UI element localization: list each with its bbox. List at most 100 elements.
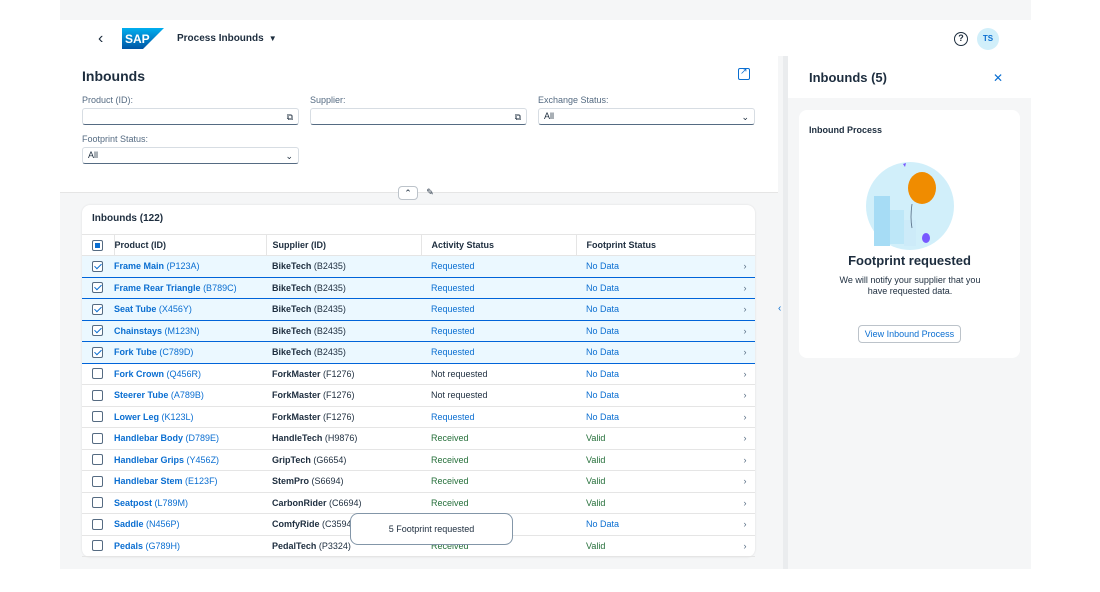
table-row[interactable]: Chainstays (M123N) BikeTech (B2435) Reques… xyxy=(82,320,755,342)
product-cell[interactable]: Lower Leg (K123L) xyxy=(114,406,266,428)
product-cell[interactable]: Fork Crown (Q456R) xyxy=(114,363,266,385)
product-cell[interactable]: Steerer Tube (A789B) xyxy=(114,384,266,407)
row-checkbox[interactable] xyxy=(92,518,103,530)
product-name[interactable]: Handlebar Grips xyxy=(114,454,185,465)
chevron-right-icon[interactable]: › xyxy=(735,492,755,514)
row-checkbox[interactable] xyxy=(92,432,103,444)
product-cell[interactable]: Handlebar Grips (Y456Z) xyxy=(114,449,266,471)
value-help-icon[interactable]: ⧉ xyxy=(286,112,293,122)
chevron-right-icon[interactable]: › xyxy=(735,255,755,278)
product-name[interactable]: Frame Main xyxy=(114,261,165,272)
back-icon[interactable]: ‹ xyxy=(98,30,104,47)
product-cell[interactable]: Frame Rear Triangle (B789C) xyxy=(114,277,266,299)
product-id: (A789B) xyxy=(170,390,204,401)
column-header-product[interactable]: Product (ID) xyxy=(113,234,266,256)
supplier-cell: StemPro (S6694) xyxy=(266,470,421,493)
product-name[interactable]: Chainstays xyxy=(114,325,163,336)
collapse-icon[interactable]: ⌃ xyxy=(398,186,418,200)
row-checkbox[interactable] xyxy=(92,454,103,466)
table-row[interactable]: Fork Tube (C789D) BikeTech (B2435) Request… xyxy=(82,341,755,364)
row-checkbox[interactable] xyxy=(92,303,103,315)
chevron-right-icon[interactable]: › xyxy=(735,406,755,428)
table-row[interactable]: Handlebar Body (D789E) HandleTech (H9876)… xyxy=(82,427,755,450)
row-checkbox[interactable] xyxy=(92,260,103,272)
value-help-icon[interactable]: ⧉ xyxy=(514,112,521,122)
footprint-status: Valid xyxy=(576,492,735,514)
chevron-right-icon[interactable]: › xyxy=(735,449,755,471)
footprint-status-select[interactable]: All ⌄ xyxy=(82,147,299,164)
product-name[interactable]: Seat Tube xyxy=(114,304,157,315)
chevron-right-icon[interactable]: › xyxy=(735,298,755,321)
chevron-right-icon[interactable]: › xyxy=(735,427,755,450)
product-name[interactable]: Handlebar Body xyxy=(114,433,184,444)
product-name[interactable]: Seatpost xyxy=(114,497,153,508)
row-checkbox[interactable] xyxy=(92,346,103,358)
chevron-right-icon[interactable]: › xyxy=(735,363,755,385)
product-cell[interactable]: Frame Main (P123A) xyxy=(114,255,266,278)
select-all-checkbox[interactable] xyxy=(92,239,103,251)
table-row[interactable]: Seat Tube (X456Y) BikeTech (B2435) Request… xyxy=(82,298,755,321)
table-row[interactable]: Lower Leg (K123L) ForkMaster (F1276) Reque… xyxy=(82,406,755,428)
supplier-cell: ForkMaster (F1276) xyxy=(266,406,421,428)
product-cell[interactable]: Seatpost (L789M) xyxy=(114,492,266,514)
close-icon[interactable]: ✕ xyxy=(993,71,1004,85)
product-cell[interactable]: Saddle (N456P) xyxy=(114,513,266,536)
activity-status: Not requested xyxy=(421,384,576,407)
chevron-right-icon[interactable]: › xyxy=(735,320,755,342)
view-inbound-process-button[interactable]: View Inbound Process xyxy=(858,325,961,343)
row-checkbox[interactable] xyxy=(92,475,103,487)
column-header-footprint[interactable]: Footprint Status xyxy=(575,234,755,256)
chevron-right-icon[interactable]: › xyxy=(735,341,755,364)
table-row[interactable]: Handlebar Stem (E123F) StemPro (S6694) Rec… xyxy=(82,470,755,493)
product-cell[interactable]: Chainstays (M123N) xyxy=(114,320,266,342)
product-name[interactable]: Saddle xyxy=(114,519,144,530)
exchange-status-select[interactable]: All ⌄ xyxy=(538,108,755,125)
product-cell[interactable]: Pedals (G789H) xyxy=(114,535,266,557)
row-checkbox[interactable] xyxy=(92,411,103,423)
product-name[interactable]: Steerer Tube xyxy=(114,390,169,401)
help-icon[interactable]: ? xyxy=(954,32,968,46)
product-cell[interactable]: Seat Tube (X456Y) xyxy=(114,298,266,321)
table-row[interactable]: Frame Rear Triangle (B789C) BikeTech (B24… xyxy=(82,277,755,299)
product-cell[interactable]: Handlebar Stem (E123F) xyxy=(114,470,266,493)
product-name[interactable]: Pedals xyxy=(114,540,144,551)
share-icon[interactable] xyxy=(738,66,750,80)
product-name[interactable]: Handlebar Stem xyxy=(114,476,183,487)
table-row[interactable]: Handlebar Grips (Y456Z) GripTech (G6654) R… xyxy=(82,449,755,471)
table-row[interactable]: Fork Crown (Q456R) ForkMaster (F1276) Not … xyxy=(82,363,755,385)
column-header-supplier[interactable]: Supplier (ID) xyxy=(265,234,421,256)
chevron-right-icon[interactable]: › xyxy=(735,535,755,557)
product-cell[interactable]: Fork Tube (C789D) xyxy=(114,341,266,364)
product-cell[interactable]: Handlebar Body (D789E) xyxy=(114,427,266,450)
row-checkbox[interactable] xyxy=(92,325,103,337)
product-name[interactable]: Fork Crown xyxy=(114,368,165,379)
supplier-input[interactable]: ⧉ xyxy=(310,108,527,125)
table-row[interactable]: Seatpost (L789M) CarbonRider (C6694) Recei… xyxy=(82,492,755,514)
table-title: Inbounds (122) xyxy=(92,213,164,224)
product-name[interactable]: Frame Rear Triangle xyxy=(114,282,201,293)
chevron-right-icon[interactable]: › xyxy=(735,277,755,299)
chevron-right-icon[interactable]: › xyxy=(735,513,755,536)
column-header-activity[interactable]: Activity Status xyxy=(420,234,576,256)
chevron-left-icon[interactable]: ‹ xyxy=(778,303,782,314)
row-checkbox[interactable] xyxy=(92,389,103,401)
chevron-right-icon[interactable]: › xyxy=(735,384,755,407)
row-checkbox[interactable] xyxy=(92,282,103,294)
product-name[interactable]: Fork Tube xyxy=(114,347,157,358)
row-select-cell xyxy=(82,363,114,385)
avatar[interactable]: TS xyxy=(977,28,999,50)
product-input[interactable]: ⧉ xyxy=(82,108,299,125)
exchange-status-value: All xyxy=(544,111,555,121)
app-title-menu[interactable]: Process Inbounds ▼ xyxy=(177,33,277,44)
product-name[interactable]: Lower Leg xyxy=(114,411,160,422)
chevron-right-icon[interactable]: › xyxy=(735,470,755,493)
table-row[interactable]: Steerer Tube (A789B) ForkMaster (F1276) No… xyxy=(82,384,755,407)
row-checkbox[interactable] xyxy=(92,368,103,380)
row-select-cell xyxy=(82,535,114,557)
row-checkbox[interactable] xyxy=(92,497,103,509)
page-title: Inbounds xyxy=(82,68,145,84)
table-row[interactable]: Frame Main (P123A) BikeTech (B2435) Reques… xyxy=(82,255,755,278)
panel-splitter[interactable] xyxy=(783,56,788,569)
row-checkbox[interactable] xyxy=(92,540,103,552)
pin-icon[interactable]: ✎ xyxy=(426,187,434,197)
